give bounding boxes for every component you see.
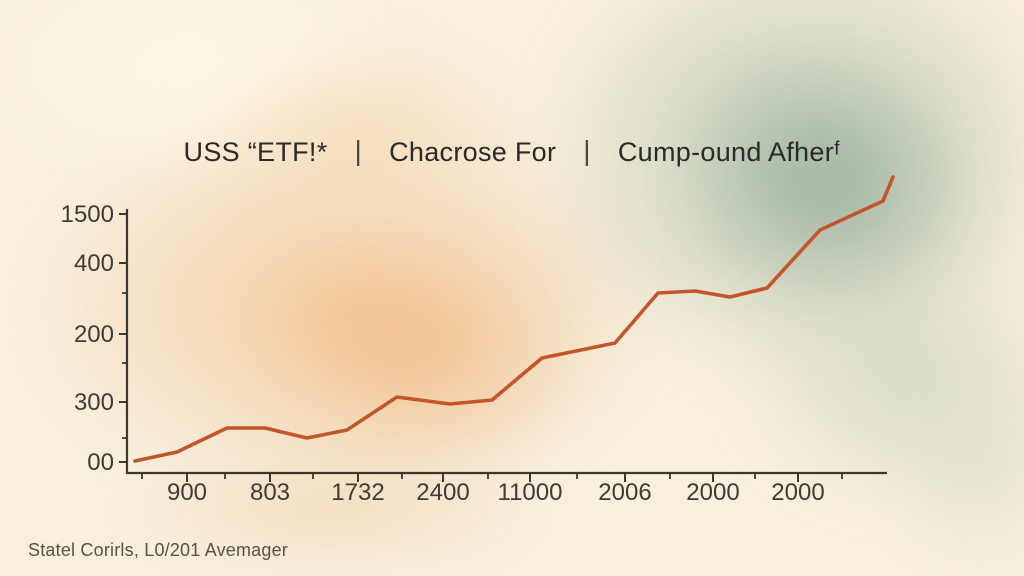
- y-axis-tick-label: 300: [74, 389, 114, 416]
- data-line-series: [133, 175, 895, 463]
- x-axis-tick-label: 2000: [771, 479, 824, 506]
- y-axis-tick-label: 200: [74, 321, 114, 348]
- y-axis-tick-label: 400: [74, 250, 114, 277]
- title-segment-1: USS “ETF!*: [183, 137, 328, 167]
- x-axis-tick-label: 2006: [598, 479, 651, 506]
- x-axis-tick-label: 2000: [686, 479, 739, 506]
- chart-title: USS “ETF!* | Chacrose For | Cump-ound Af…: [0, 135, 1024, 168]
- x-axis-tick-label: 900: [167, 479, 207, 506]
- x-axis-tick-label: 2400: [416, 479, 469, 506]
- title-separator-icon: |: [583, 135, 591, 166]
- y-axis-tick-label: 1500: [61, 201, 114, 228]
- title-separator-icon: |: [354, 135, 363, 166]
- x-axis-tick-label: 1732: [331, 479, 384, 506]
- x-axis-tick-label: 803: [250, 479, 290, 506]
- y-axis-tick-label: 00: [87, 449, 114, 476]
- title-segment-2: Chacrose For: [389, 137, 557, 167]
- x-axis-tick-label: 11000: [498, 479, 563, 506]
- source-caption: Statel Corirls, L0/201 Avemager: [28, 540, 289, 560]
- title-segment-3: Cump-ound Afherᶠ: [617, 137, 841, 167]
